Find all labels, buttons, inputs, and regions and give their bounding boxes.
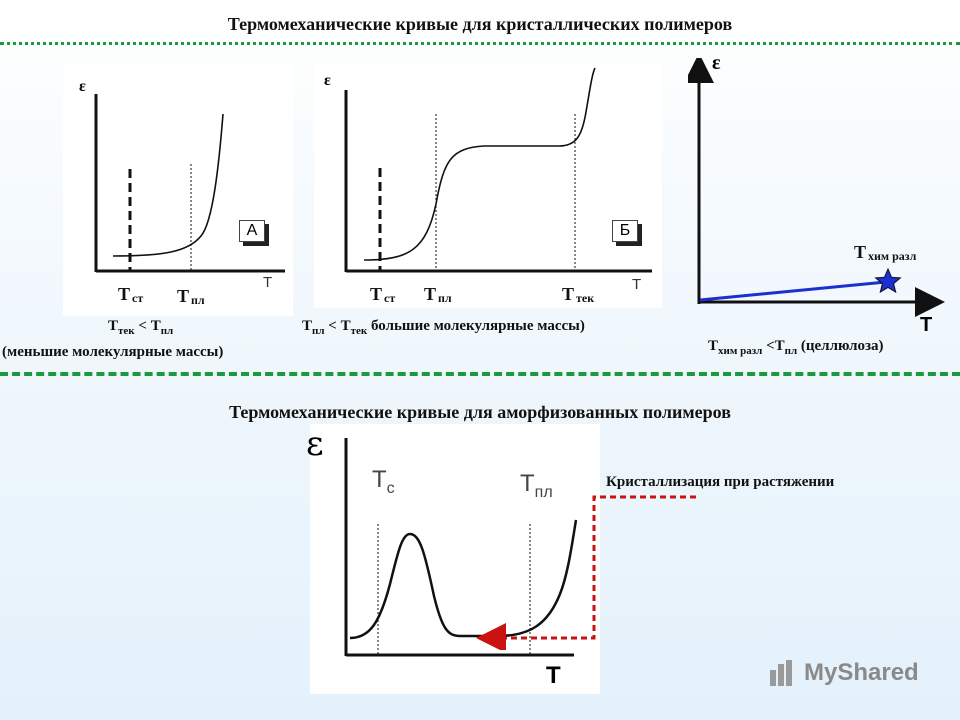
title-amorphized: Термомеханические кривые для аморфизован… (229, 402, 731, 422)
panel-b-y-axis-label: ε (324, 72, 331, 89)
myshared-logo-icon (770, 660, 792, 686)
panel-a-caption-line2: (меньшие молекулярные массы) (2, 344, 224, 360)
panel-a-box-label: А (239, 220, 265, 242)
panel-c-y-axis-label: ε (712, 52, 721, 74)
panel-d-tpl-label: Tпл (520, 470, 553, 501)
panel-d-x-axis-label: T (546, 662, 561, 689)
panel-a-caption-line1: Tтек < Tпл (108, 318, 174, 337)
panel-c-x-axis-label: T (920, 314, 933, 336)
panel-d-tc-label: Tc (372, 466, 395, 497)
panel-a-curve (112, 113, 224, 257)
panel-b-caption: Tпл < Tтек большие молекулярные массы) (302, 318, 585, 337)
panel-b-graph (344, 67, 652, 273)
watermark-text: MyShared (804, 659, 919, 686)
star-icon (874, 267, 902, 294)
title-crystalline: Термомеханические кривые для кристалличе… (227, 14, 733, 34)
panel-a-x-axis-label: T (263, 274, 273, 291)
panel-a-graph (94, 94, 285, 273)
panel-d-curve (349, 519, 578, 640)
panel-d-graph (344, 438, 578, 657)
panel-c-line (699, 280, 887, 302)
watermark: MyShared (768, 658, 919, 688)
panel-d-y-axis-label: ε (306, 424, 324, 464)
panel-c-caption: Tхим разл <Tпл (целлюлоза) (708, 338, 884, 357)
panel-d: ε T Tc Tпл (306, 424, 600, 694)
top-divider (0, 42, 960, 45)
middle-divider (0, 372, 960, 376)
panel-a-y-axis-label: ε (79, 78, 86, 95)
panel-b-x-axis-label: T (632, 276, 642, 293)
panel-b-box-label: Б (612, 220, 638, 242)
crystallization-arrow (476, 495, 696, 650)
crystallization-annotation: Кристаллизация при растяжении (606, 474, 835, 490)
panel-b-curve (363, 67, 596, 261)
panel-c-graph (684, 53, 945, 317)
